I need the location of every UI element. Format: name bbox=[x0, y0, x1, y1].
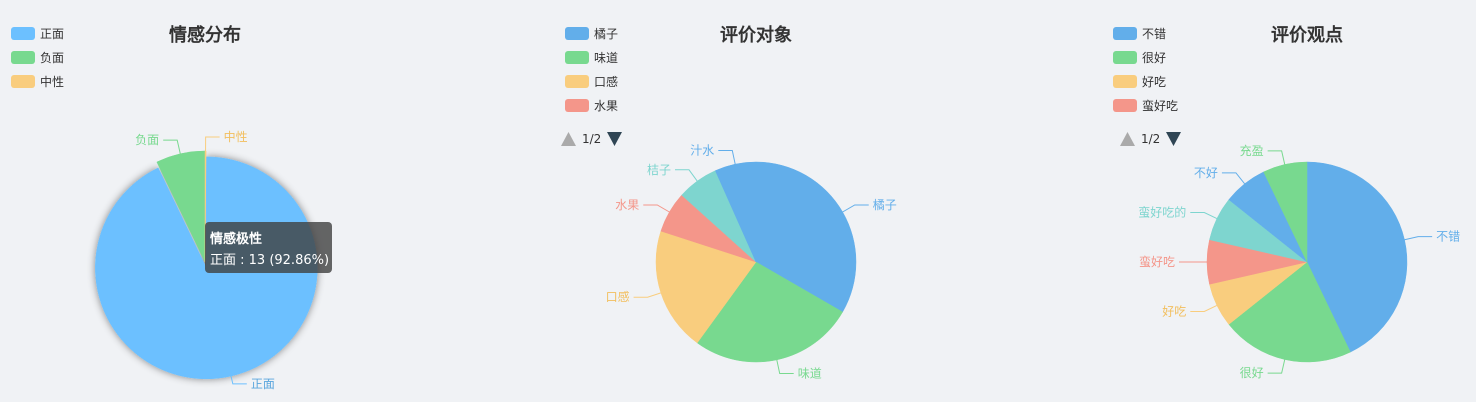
legend-swatch bbox=[565, 51, 589, 64]
tooltip-box bbox=[205, 222, 332, 273]
legend-item[interactable]: 中性 bbox=[11, 74, 64, 89]
label-leader-line bbox=[718, 149, 736, 165]
chart-title: 情感分布 bbox=[169, 24, 241, 46]
legend-label: 中性 bbox=[40, 74, 64, 89]
legend-swatch bbox=[11, 75, 35, 88]
slice-label: 中性 bbox=[224, 129, 248, 144]
pie-slice[interactable] bbox=[1306, 161, 1408, 353]
pie-slice[interactable] bbox=[696, 261, 843, 363]
pager-text: 1/2 bbox=[582, 132, 601, 146]
legend-item[interactable]: 负面 bbox=[11, 51, 64, 65]
legend-item[interactable]: 好吃 bbox=[1113, 75, 1166, 89]
legend-swatch bbox=[1113, 99, 1137, 112]
label-leader-line bbox=[163, 139, 181, 154]
legend-label: 正面 bbox=[40, 27, 64, 41]
slice-label: 橘子 bbox=[873, 197, 897, 212]
label-leader-line bbox=[1267, 359, 1286, 374]
legend-label: 水果 bbox=[594, 99, 618, 113]
slice-label: 桔子 bbox=[647, 163, 671, 177]
legend-item[interactable]: 水果 bbox=[565, 99, 618, 113]
legend-label: 很好 bbox=[1142, 51, 1166, 65]
slice-label: 正面 bbox=[251, 377, 275, 391]
legend-item[interactable]: 橘子 bbox=[565, 26, 618, 41]
legend-swatch bbox=[1113, 51, 1137, 64]
pager-prev-icon[interactable] bbox=[561, 132, 576, 146]
legend-item[interactable]: 很好 bbox=[1113, 51, 1166, 65]
label-leader-line bbox=[674, 169, 698, 182]
chart-title: 评价对象 bbox=[720, 24, 792, 46]
legend: 不错 很好 好吃 蛮好吃 bbox=[1113, 27, 1178, 113]
legend-label: 好吃 bbox=[1142, 75, 1166, 89]
legend-item[interactable]: 正面 bbox=[11, 27, 64, 41]
legend-label: 负面 bbox=[40, 51, 64, 65]
slice-label: 汁水 bbox=[690, 143, 714, 157]
pager-next-icon[interactable] bbox=[1166, 132, 1181, 146]
pie-slice[interactable] bbox=[1228, 261, 1351, 363]
label-leader-line bbox=[1221, 172, 1246, 185]
slice-label: 水果 bbox=[615, 198, 639, 212]
legend-swatch bbox=[1113, 75, 1137, 88]
legend-swatch bbox=[565, 27, 589, 40]
slice-label: 蛮好吃 bbox=[1139, 254, 1175, 269]
legend-item[interactable]: 味道 bbox=[565, 51, 618, 65]
slice-label: 味道 bbox=[798, 367, 822, 381]
slice-label: 不错 bbox=[1436, 230, 1460, 244]
tooltip: 情感极性 正面 : 13 (92.86%) bbox=[205, 222, 332, 273]
legend: 正面 负面 中性 bbox=[11, 27, 64, 89]
legend-label: 味道 bbox=[594, 51, 618, 65]
slice-label: 口感 bbox=[606, 289, 630, 304]
pager-next-icon[interactable] bbox=[607, 132, 622, 146]
pager-prev-icon[interactable] bbox=[1120, 132, 1135, 146]
legend-label: 橘子 bbox=[594, 26, 618, 41]
label-leader-line bbox=[776, 359, 794, 375]
slice-label: 很好 bbox=[1240, 366, 1264, 380]
legend-label: 不错 bbox=[1142, 27, 1166, 41]
slice-label: 蛮好吃的 bbox=[1138, 205, 1186, 220]
label-leader-line bbox=[1190, 304, 1218, 312]
label-leader-line bbox=[229, 370, 247, 385]
pager-text: 1/2 bbox=[1141, 132, 1160, 146]
legend-swatch bbox=[11, 27, 35, 40]
pie-slices bbox=[655, 161, 857, 363]
slice-label: 充盈 bbox=[1240, 143, 1264, 158]
label-leader-line bbox=[842, 204, 869, 213]
legend-item[interactable]: 不错 bbox=[1113, 27, 1166, 41]
label-leader-line bbox=[643, 204, 670, 213]
legend-item[interactable]: 蛮好吃 bbox=[1113, 98, 1178, 113]
legend-pager: 1/2 bbox=[1120, 132, 1181, 146]
pie-slices bbox=[1206, 161, 1408, 363]
legend-swatch bbox=[1113, 27, 1137, 40]
legend-swatch bbox=[565, 99, 589, 112]
legend-swatch bbox=[11, 51, 35, 64]
legend-swatch bbox=[565, 75, 589, 88]
legend-pager: 1/2 bbox=[561, 132, 622, 146]
label-leader-line bbox=[633, 292, 662, 298]
label-leader-line bbox=[205, 136, 220, 152]
slice-label: 不好 bbox=[1194, 166, 1218, 180]
label-leader-line bbox=[1404, 236, 1433, 241]
slice-labels: 正面 负面 中性 bbox=[135, 129, 275, 391]
tooltip-title: 情感极性 bbox=[210, 231, 262, 247]
legend-item[interactable]: 口感 bbox=[565, 74, 618, 89]
legend-label: 口感 bbox=[594, 74, 618, 89]
chart-title: 评价观点 bbox=[1271, 24, 1343, 46]
label-leader-line bbox=[1267, 150, 1286, 165]
legend-label: 蛮好吃 bbox=[1142, 98, 1178, 113]
label-leader-line bbox=[1190, 212, 1218, 220]
tooltip-value: 正面 : 13 (92.86%) bbox=[210, 253, 329, 268]
slice-label: 好吃 bbox=[1162, 304, 1186, 318]
legend: 橘子 味道 口感 水果 bbox=[565, 26, 618, 113]
slice-label: 负面 bbox=[135, 133, 159, 147]
